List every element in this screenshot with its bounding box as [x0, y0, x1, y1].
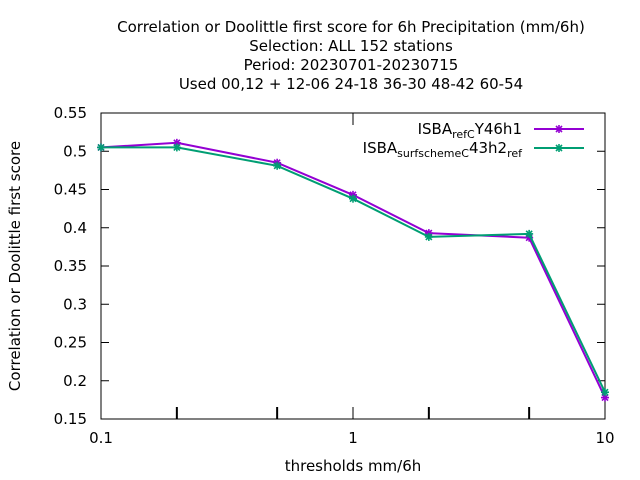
legend-label-part: ISBA — [418, 120, 453, 138]
legend-label-part: Y46h1 — [474, 120, 522, 138]
chart-title-line: Used 00,12 + 12-06 24-18 36-30 48-42 60-… — [179, 75, 523, 93]
data-point — [349, 194, 357, 203]
chart-title: Correlation or Doolittle first score for… — [117, 18, 585, 93]
legend-label-part: surfscheme — [397, 147, 461, 160]
y-tick-label: 0.25 — [54, 334, 87, 352]
y-tick-label: 0.45 — [54, 181, 87, 199]
chart-title-line: Selection: ALL 152 stations — [249, 37, 453, 55]
chart-title-line: Correlation or Doolittle first score for… — [117, 18, 585, 36]
series-line-1 — [101, 146, 606, 393]
y-tick-label: 0.15 — [54, 410, 87, 428]
data-point — [601, 388, 609, 397]
legend-label-0: ISBArefCY46h1 — [418, 120, 522, 141]
legend-label-part: ref — [452, 128, 468, 141]
legend-label-part: ref — [507, 147, 523, 160]
series — [97, 138, 609, 402]
y-tick-label: 0.2 — [63, 372, 87, 390]
series-line-0 — [100, 141, 606, 399]
legend-label-part: C — [461, 147, 469, 160]
x-tick-label: 1 — [348, 429, 358, 447]
y-tick-label: 0.4 — [63, 219, 87, 237]
data-point — [525, 229, 534, 238]
y-tick-label: 0.3 — [63, 295, 87, 313]
data-point — [172, 143, 181, 152]
y-tick-label: 0.5 — [63, 142, 87, 160]
y-tick-label: 0.55 — [54, 104, 87, 122]
axes: 0.15 0.2 0.25 0.3 0.35 0.4 0.45 0.5 0.55 0.1 1 10 — [54, 104, 615, 447]
x-axis-label: thresholds mm/6h — [285, 457, 422, 475]
legend-label-1: ISBAsurfschemeC43h2ref — [363, 139, 523, 160]
data-point — [555, 125, 563, 133]
x-tick-label: 10 — [595, 429, 614, 447]
legend-label-part: ISBA — [363, 139, 398, 157]
data-point — [601, 393, 609, 402]
plot-frame — [100, 112, 606, 420]
chart-title-line: Period: 20230701-20230715 — [244, 56, 459, 74]
data-point — [97, 143, 105, 152]
data-point — [424, 232, 433, 241]
y-tick-label: 0.35 — [54, 257, 87, 275]
data-point — [273, 161, 282, 170]
x-tick-label: 0.1 — [89, 429, 113, 447]
legend-label-part: 43h2 — [469, 139, 507, 157]
legend-label-part: C — [467, 128, 475, 141]
data-point — [555, 144, 563, 152]
y-axis-label: Correlation or Doolittle first score — [6, 141, 24, 391]
